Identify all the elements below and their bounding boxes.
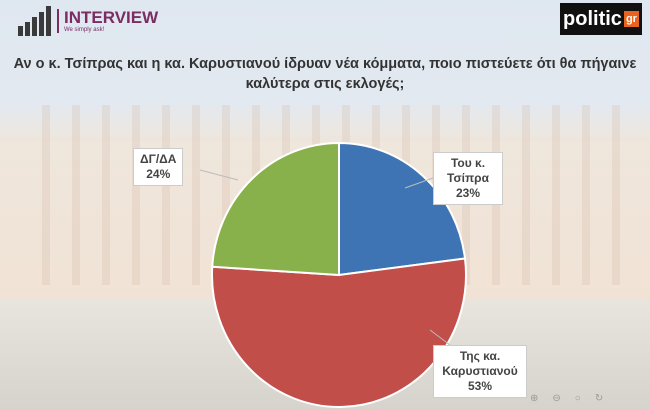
- chart-title: Αν ο κ. Τσίπρας και η κα. Καρυστιανού ίδ…: [13, 56, 637, 92]
- slice-dgda: [211, 141, 340, 277]
- rotate-icon[interactable]: ↻: [594, 393, 618, 404]
- leader-line: [404, 177, 434, 189]
- label-value: 23%: [455, 186, 481, 200]
- interview-logo: INTERVIEW We simply ask!: [18, 6, 158, 36]
- brand-name: INTERVIEW: [64, 8, 159, 27]
- slice-karystianou: [211, 257, 467, 408]
- label-text: Της κα. Καρυστιανού: [442, 349, 518, 378]
- politic-logo: politic gr: [560, 3, 642, 35]
- leader-line: [199, 169, 239, 181]
- label-dgda: ΔΓ/ΔΑ 24%: [133, 148, 184, 186]
- label-value: 53%: [467, 379, 493, 393]
- politic-text: politic: [563, 7, 622, 30]
- leader-line: [429, 329, 451, 346]
- search-icon[interactable]: ○: [574, 393, 595, 404]
- politic-suffix: gr: [623, 11, 639, 27]
- label-karystianou: Της κα. Καρυστιανού 53%: [433, 345, 527, 398]
- zoom-out-icon[interactable]: ⊖: [552, 393, 575, 404]
- label-text: Του κ. Τσίπρα: [447, 156, 489, 185]
- zoom-in-icon[interactable]: ⊕: [530, 393, 553, 404]
- slice-tsipras: [338, 141, 467, 277]
- viewer-controls: ⊕⊖○↻: [530, 393, 617, 404]
- label-text: ΔΓ/ΔΑ: [140, 152, 177, 166]
- brand-tagline: We simply ask!: [64, 27, 105, 33]
- label-value: 24%: [146, 167, 171, 181]
- label-tsipras: Του κ. Τσίπρα 23%: [433, 152, 503, 205]
